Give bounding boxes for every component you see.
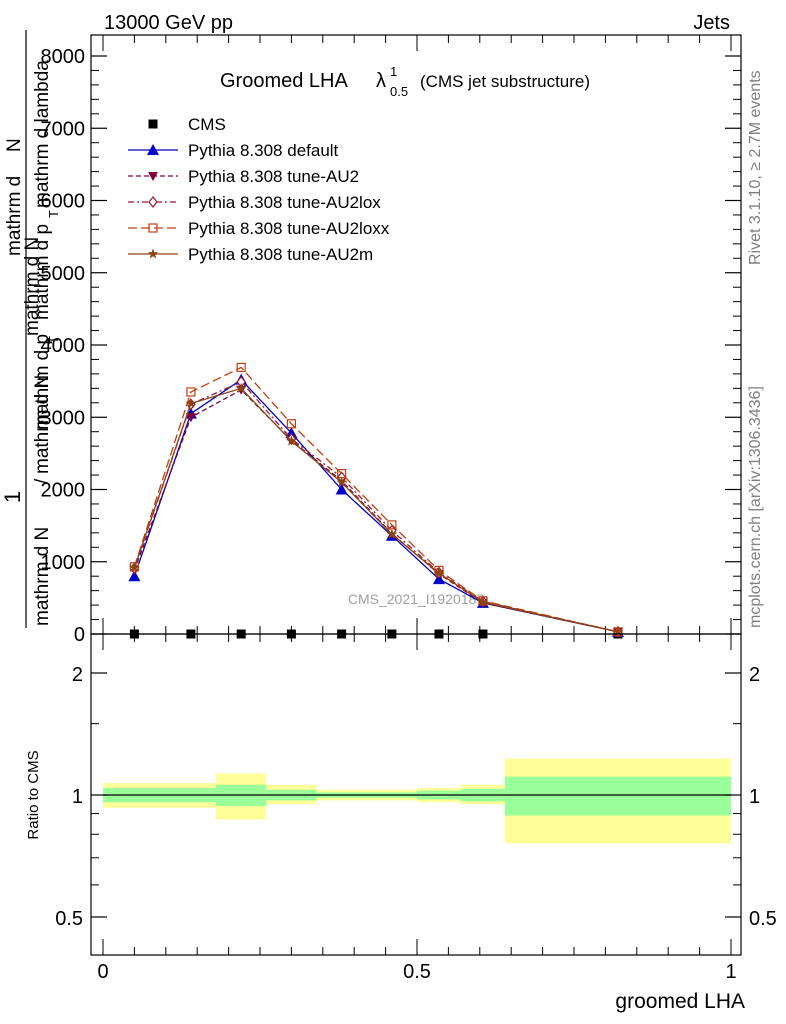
data-point-au2m	[129, 562, 140, 572]
y-tick-label: 4000	[41, 335, 86, 357]
legend-item-default: Pythia 8.308 default	[128, 141, 339, 160]
ylabel-denominator-6: mathrm d lambda	[32, 60, 53, 208]
legend-label-default: Pythia 8.308 default	[188, 141, 339, 160]
chart-title-sub: 0.5	[390, 84, 408, 99]
watermark: CMS_2021_I1920187	[348, 591, 484, 607]
data-point-au2m	[235, 382, 247, 393]
y-tick-label: 2000	[41, 480, 86, 502]
ylabel-denominator-1: mathrm d N	[32, 527, 53, 626]
legend-marker-default	[147, 144, 159, 155]
chart-title: Groomed LHA λ 1 0.5 (CMS jet substructur…	[220, 64, 590, 99]
legend-item-au2loxx: Pythia 8.308 tune-AU2loxx	[128, 219, 390, 238]
data-point-default	[285, 427, 298, 439]
x-axis-label: groomed LHA	[615, 990, 745, 1013]
y-tick-label: 5000	[41, 263, 86, 285]
rivet-version-label: Rivet 3.1.10, ≥ 2.7M events	[747, 70, 764, 265]
y-tick-label: 8000	[41, 46, 86, 68]
legend-marker-au2	[148, 172, 158, 181]
legend-label-au2lox: Pythia 8.308 tune-AU2lox	[188, 193, 381, 212]
ratio-bands-layer	[103, 758, 731, 844]
legend-marker-au2lox	[148, 196, 158, 208]
chart-title-main: Groomed LHA	[220, 70, 348, 92]
y-tick-label: 6000	[41, 191, 86, 213]
ratio-plot-frame	[90, 633, 742, 956]
main-y-axis-label: 1 mathrm d N / mathrm d N mathrm d p T m…	[0, 30, 61, 628]
data-point-au2m	[336, 476, 347, 487]
chart-title-note: (CMS jet substructure)	[420, 72, 590, 91]
ylabel-denominator-T: T	[46, 336, 61, 344]
data-point-au2m	[612, 626, 624, 637]
ratio-y-tick-label-right: 1	[749, 786, 760, 808]
chart-title-sup: 1	[390, 64, 397, 79]
series-line-au2loxx	[133, 366, 619, 633]
legend-label-cms: CMS	[188, 115, 226, 134]
legend-item-au2m: Pythia 8.308 tune-AU2m	[128, 245, 373, 264]
y-tick-label: 1000	[41, 552, 86, 574]
ylabel-denominator-T2: T	[46, 210, 61, 218]
mcplots-label: mcplots.cern.ch [arXiv:1306.3436]	[747, 386, 764, 628]
ratio-y-tick-label-right: 0.5	[749, 908, 777, 930]
ylabel-numerator-N: N	[4, 138, 25, 152]
main-axes: 0 1000 2000 3000 4000 5000 6000 7000 8000	[41, 35, 741, 646]
data-point-au2m	[477, 596, 489, 607]
legend-marker-au2loxx	[148, 223, 158, 233]
data-point-au2	[185, 413, 196, 423]
data-point-au2loxx	[186, 387, 196, 397]
data-point-au2m	[433, 567, 445, 578]
chart-title-lambda: λ	[376, 70, 386, 92]
ylabel-numerator-d: mathrm d	[4, 176, 25, 256]
data-point-default	[335, 483, 348, 495]
ratio-y-axis-label: Ratio to CMS	[25, 750, 42, 839]
legend-item-au2lox: Pythia 8.308 tune-AU2lox	[128, 193, 381, 212]
data-point-au2m	[386, 528, 398, 539]
legend-label-au2: Pythia 8.308 tune-AU2	[188, 167, 359, 186]
header-energy-label: 13000 GeV pp	[104, 12, 233, 34]
y-tick-label: 7000	[41, 118, 86, 140]
ylabel-denominator-2: mathrm d N	[32, 375, 53, 474]
ylabel-denominator-4: mathrm d N	[22, 237, 43, 336]
ratio-y-tick-label-right: 2	[749, 664, 760, 686]
legend-item-cms: CMS	[148, 115, 226, 134]
legend-label-au2loxx: Pythia 8.308 tune-AU2loxx	[188, 219, 390, 238]
ratio-y-tick-label: 0.5	[55, 908, 83, 930]
x-tick-label: 0	[97, 961, 108, 983]
ratio-y-tick-label: 2	[72, 664, 83, 686]
data-point-au2m	[286, 435, 297, 446]
data-point-au2loxx	[286, 419, 296, 429]
series-au2m	[129, 382, 624, 637]
x-tick-label: 0.5	[403, 961, 431, 983]
legend: CMS Pythia 8.308 default Pythia 8.308 tune…	[128, 115, 390, 264]
y-tick-label: 0	[74, 624, 85, 646]
legend-label-au2m: Pythia 8.308 tune-AU2m	[188, 245, 373, 264]
main-panel: 0 1000 2000 3000 4000 5000 6000 7000 8000 CMS_20…	[41, 34, 742, 646]
data-point-default	[128, 570, 141, 582]
ylabel-denominator-5: mathrm d p	[32, 224, 53, 320]
ylabel-slash: /	[32, 478, 53, 484]
ratio-panel: 0.5 0.5 1 1 2 2 0 0.5 1 Ratio to CMS groomed LHA	[25, 633, 777, 1013]
data-point-au2loxx	[236, 362, 246, 372]
ratio-band-inner	[504, 776, 731, 816]
legend-marker-au2m	[147, 248, 159, 259]
y-tick-label: 3000	[41, 407, 86, 429]
ratio-y-tick-label: 1	[72, 786, 83, 808]
data-point-au2m	[185, 398, 197, 408]
header-jets-label: Jets	[693, 12, 730, 34]
ylabel-denominator-3: mathrm d p	[32, 334, 53, 430]
legend-marker-cms	[148, 119, 158, 129]
legend-item-au2: Pythia 8.308 tune-AU2	[128, 167, 359, 186]
ylabel-one: 1	[0, 491, 25, 503]
ratio-axes: 0.5 0.5 1 1 2 2 0 0.5 1	[55, 634, 777, 983]
x-tick-label: 1	[725, 961, 736, 983]
